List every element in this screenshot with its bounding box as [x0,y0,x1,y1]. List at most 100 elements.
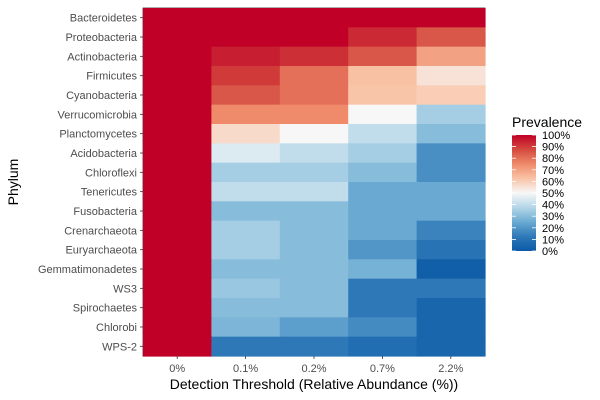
x-tick-label: 2.2% [438,363,463,375]
y-tick-label: Planctomycetes [59,129,137,141]
heatmap-cell [211,27,281,48]
legend-tick-label: 30% [542,211,564,223]
heatmap-cell [143,8,212,28]
legend-tick-label: 80% [542,153,564,165]
heatmap-cell [416,85,486,106]
legend-tick-label: 50% [542,188,564,200]
heatmap-cell [348,8,418,28]
heatmap-cell [279,278,349,299]
heatmap-cell [143,124,212,144]
x-axis-ticks: 0% 0.1% 0.2% 0.7% 2.2% [169,356,464,375]
y-tick-label: Gemmatimonadetes [38,264,138,276]
heatmap-cell [211,201,281,222]
heatmap-cell [416,259,486,280]
legend-tick-label: 90% [542,142,564,154]
heatmap-cell [211,240,281,260]
y-tick-label: WPS-2 [102,341,137,353]
heatmap-cell [279,66,349,86]
heatmap-cell [279,317,349,338]
y-axis-ticks: Bacteroidetes Proteobacteria Actinobacteri… [38,13,143,353]
heatmap-cell [211,317,281,338]
heatmap-cell [348,220,418,241]
heatmap-cell [416,8,486,28]
x-tick-label: 0.1% [233,363,258,375]
heatmap-cell [211,46,281,67]
heatmap-cells [143,8,486,357]
heatmap-cell [279,143,349,164]
heatmap-cell [279,46,349,67]
y-tick-label: Chlorobi [96,322,137,334]
legend-tick-label: 40% [542,200,564,212]
heatmap-cell [143,66,212,86]
heatmap-cell [279,298,349,318]
heatmap-cell [211,162,281,183]
heatmap-cell [348,259,418,280]
heatmap-cell [416,317,486,338]
y-tick-label: Firmicutes [86,71,137,83]
y-tick-label: Cyanobacteria [66,90,138,102]
heatmap-cell [279,27,349,48]
y-tick-label: Chloroflexi [85,167,137,179]
y-tick-label: Actinobacteria [67,51,138,63]
heatmap-cell [348,66,418,86]
heatmap-cell [416,278,486,299]
heatmap-cell [279,336,349,357]
legend-tick-label: 20% [542,223,564,235]
x-tick-label: 0.7% [370,363,395,375]
heatmap-cell [211,278,281,299]
y-tick-label: Euryarchaeota [65,245,137,257]
heatmap-cell [143,336,212,357]
heatmap-cell [348,46,418,67]
heatmap-cell [416,162,486,183]
heatmap-cell [348,85,418,106]
heatmap-cell [143,85,212,106]
heatmap-cell [416,201,486,222]
heatmap-cell [279,259,349,280]
y-tick-label: Acidobacteria [70,148,138,160]
x-tick-label: 0.2% [301,363,326,375]
heatmap-cell [416,240,486,260]
legend-tick-label: 60% [542,176,564,188]
y-axis-title: Phylum [5,159,21,206]
heatmap-cell [416,143,486,164]
heatmap-cell [348,201,418,222]
heatmap-cell [416,66,486,86]
heatmap-cell [416,220,486,241]
heatmap-cell [143,104,212,125]
heatmap-cell [211,220,281,241]
x-axis-title: Detection Threshold (Relative Abundance … [170,376,458,392]
heatmap-cell [348,317,418,338]
heatmap-cell [211,298,281,318]
legend-tick-label: 70% [542,165,564,177]
legend-ticks: 100%90%80%70%60%50%40%30%20%10%0% [512,130,570,258]
heatmap-cell [279,182,349,202]
heatmap-cell [416,27,486,48]
heatmap-cell [143,201,212,222]
heatmap-cell [143,278,212,299]
legend-tick-label: 100% [542,130,570,142]
heatmap-cell [211,85,281,106]
heatmap-cell [348,27,418,48]
heatmap-cell [279,124,349,144]
heatmap-cell [143,317,212,338]
legend: Prevalence 100%90%80%70%60%50%40%30%20%1… [512,114,582,258]
heatmap-cell [279,104,349,125]
heatmap-cell [211,143,281,164]
heatmap-cell [143,143,212,164]
legend-title: Prevalence [512,114,582,130]
heatmap-cell [279,162,349,183]
heatmap-cell [211,259,281,280]
y-tick-label: Crenarchaeota [64,225,138,237]
heatmap-cell [211,124,281,144]
heatmap-cell [211,336,281,357]
heatmap-cell [143,27,212,48]
heatmap-cell [348,124,418,144]
heatmap-cell [143,240,212,260]
y-tick-label: Spirochaetes [73,303,138,315]
y-tick-label: Tenericutes [81,187,138,199]
heatmap-cell [143,162,212,183]
y-tick-label: Proteobacteria [65,32,137,44]
heatmap-cell [348,182,418,202]
heatmap-cell [348,143,418,164]
